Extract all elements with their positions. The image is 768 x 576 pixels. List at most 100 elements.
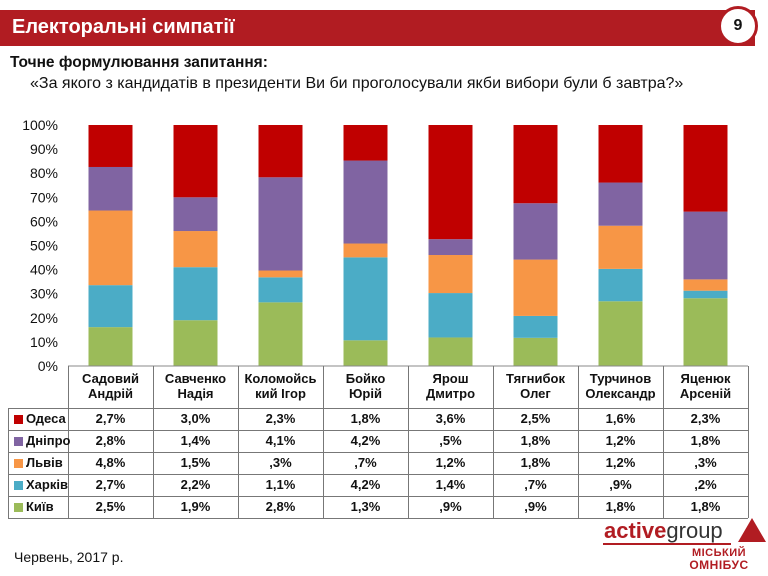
activegroup-logo: activegroup <box>604 518 723 544</box>
table-vline <box>408 366 409 518</box>
omnibus-line1: МІСЬКИЙ <box>691 547 747 559</box>
bar-segment <box>173 320 218 366</box>
table-cell: 1,8% <box>520 455 551 470</box>
bar-segment <box>428 337 473 366</box>
y-tick-label: 10% <box>30 334 58 350</box>
table-hline <box>8 452 748 453</box>
y-tick-label: 40% <box>30 262 58 278</box>
omnibus-logo: МІСЬКИЙ ОМНІБУС <box>676 548 762 572</box>
table-cell: 4,1% <box>265 433 296 448</box>
y-tick-label: 50% <box>30 238 58 254</box>
table-cell: ,9% <box>439 499 462 514</box>
table-cell: 1,3% <box>350 499 381 514</box>
candidate-label: Турчинов Олександр <box>578 371 663 408</box>
table-vline <box>8 408 9 518</box>
table-cell: 1,2% <box>605 455 636 470</box>
table-cell: ,9% <box>524 499 547 514</box>
candidate-label: Ярош Дмитро <box>408 371 493 408</box>
candidate-label-line: Юрій <box>349 386 382 401</box>
legend-swatch <box>14 503 23 512</box>
bar-segment <box>428 239 473 256</box>
table-cell: 2,7% <box>95 411 126 426</box>
candidate-label-line: Ярош <box>432 371 469 386</box>
header-bar: Електоральні симпатії <box>0 10 755 46</box>
bar-segment <box>513 125 558 204</box>
candidate-label-line: Надія <box>177 386 214 401</box>
candidate-label-line: Турчинов <box>589 371 652 386</box>
legend-label: Харків <box>26 477 68 492</box>
bar-segment <box>343 257 388 341</box>
candidate-label-line: Яценюк <box>680 371 731 386</box>
logo-active-text: active <box>604 518 667 543</box>
bar-segment <box>683 290 728 299</box>
table-vline <box>663 366 664 518</box>
table-hline <box>8 518 748 519</box>
table-cell: ,5% <box>439 433 462 448</box>
candidate-label-line: Арсеній <box>679 386 732 401</box>
candidate-label-line: Коломойсь <box>244 371 317 386</box>
y-tick-label: 80% <box>30 165 58 181</box>
bar-segment <box>258 302 303 366</box>
table-cell: 1,8% <box>690 433 721 448</box>
bar-segment <box>428 293 473 338</box>
table-vline <box>748 366 749 518</box>
y-tick-label: 70% <box>30 189 58 205</box>
table-cell: 1,5% <box>180 455 211 470</box>
bar-segment <box>258 177 303 271</box>
table-cell: 4,2% <box>350 433 381 448</box>
bar-segment <box>258 125 303 178</box>
table-cell: 2,3% <box>265 411 296 426</box>
table-vline <box>493 366 494 518</box>
candidate-label-line: Олександр <box>585 386 656 401</box>
candidate-label: Бойко Юрій <box>323 371 408 408</box>
table-cell: 4,2% <box>350 477 381 492</box>
bar-segment <box>513 203 558 260</box>
table-cell: 1,6% <box>605 411 636 426</box>
table-cell: 1,4% <box>435 477 466 492</box>
table-cell: ,9% <box>609 477 632 492</box>
bar-segment <box>598 225 643 269</box>
bar-segment <box>258 270 303 278</box>
table-vline <box>323 366 324 518</box>
candidate-label: Садовий Андрій <box>68 371 153 408</box>
table-hline <box>8 408 748 409</box>
legend-label: Дніпро <box>26 433 71 448</box>
candidate-label: Яценюк Арсеній <box>663 371 748 408</box>
table-vline <box>238 366 239 518</box>
bar-segment <box>88 125 133 167</box>
bar-segment <box>428 125 473 240</box>
table-cell: 1,8% <box>350 411 381 426</box>
bar-segment <box>173 125 218 198</box>
bar-segment <box>513 259 558 316</box>
logo-group-text: group <box>666 518 723 543</box>
table-vline <box>68 366 69 518</box>
page-number: 9 <box>718 6 758 46</box>
y-tick-label: 100% <box>22 117 58 133</box>
y-tick-label: 20% <box>30 310 58 326</box>
table-vline <box>153 366 154 518</box>
bar-segment <box>88 166 133 211</box>
table-cell: 1,8% <box>605 499 636 514</box>
candidate-label-line: Андрій <box>87 386 134 401</box>
table-hline <box>8 496 748 497</box>
footer-date: Червень, 2017 р. <box>14 549 124 565</box>
table-cell: 2,8% <box>265 499 296 514</box>
legend-swatch <box>14 459 23 468</box>
legend-label: Львів <box>26 455 63 470</box>
bar-segment <box>343 160 388 244</box>
logo-triangle-icon <box>738 518 766 542</box>
bar-segment <box>173 231 218 268</box>
candidate-label: Тягнибок Олег <box>493 371 578 408</box>
bar-segment <box>683 298 728 366</box>
table-cell: ,7% <box>354 455 377 470</box>
candidate-label-line: Савченко <box>164 371 227 386</box>
table-cell: 1,9% <box>180 499 211 514</box>
table-cell: ,3% <box>269 455 292 470</box>
table-cell: 1,8% <box>690 499 721 514</box>
candidate-label-line: Тягнибок <box>506 371 565 386</box>
omnibus-line2: ОМНІБУС <box>689 558 749 572</box>
bar-segment <box>343 125 388 161</box>
y-tick-label: 0% <box>38 358 58 374</box>
bar-segment <box>88 327 133 366</box>
table-cell: ,3% <box>694 455 717 470</box>
